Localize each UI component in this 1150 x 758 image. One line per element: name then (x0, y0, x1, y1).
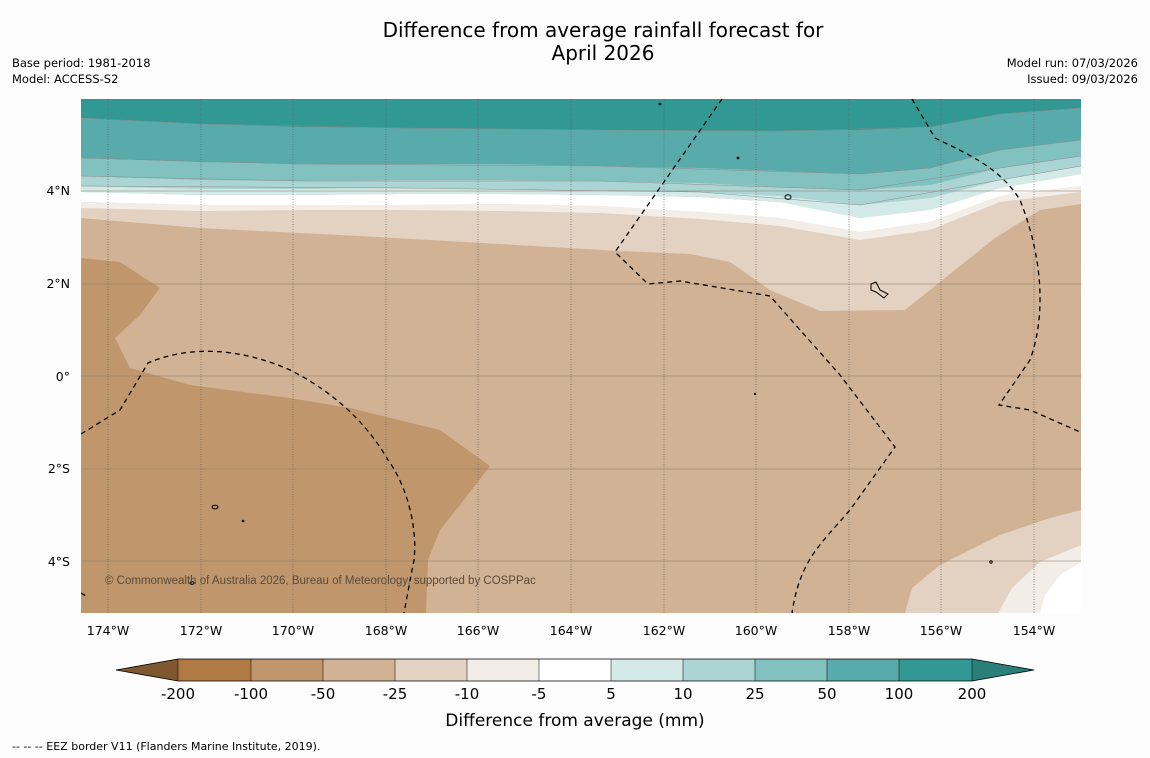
island (753, 392, 757, 396)
eez-border-central (614, 99, 896, 613)
island (211, 504, 219, 510)
colorbar-ticks: -200 -100 -50 -25 -10 -5 5 10 25 50 100 … (161, 685, 986, 703)
colorbar-bin (323, 659, 395, 681)
copyright-text: © Commonwealth of Australia 2026, Bureau… (105, 575, 536, 587)
longitude-labels: 174°W 172°W 170°W 168°W 166°W 164°W 162°… (87, 623, 1055, 638)
lon-label: 170°W (272, 623, 314, 638)
colorbar-bin (827, 659, 899, 681)
eez-border-southwest (81, 592, 87, 597)
title-line-1: Difference from average rainfall forecas… (382, 18, 824, 42)
zone-plus-10-25 (81, 156, 1081, 205)
colorbar-extend-dry (116, 659, 178, 681)
lon-label: 156°W (920, 623, 962, 638)
latitude-labels: 4°N 2°N 0° 2°S 4°S (46, 183, 70, 569)
island (870, 281, 889, 299)
zone-minus-50-100 (81, 258, 490, 613)
lon-label: 172°W (180, 623, 222, 638)
colorbar-tick: 25 (745, 685, 764, 703)
colorbar-tick: 200 (958, 685, 987, 703)
lon-label: 160°W (735, 623, 777, 638)
colorbar-bin (251, 659, 323, 681)
lon-label: 168°W (365, 623, 407, 638)
colorbar-tick: -10 (455, 685, 480, 703)
island (241, 519, 245, 523)
island (736, 156, 740, 160)
lat-label: 2°S (48, 461, 70, 476)
model-text: Model: ACCESS-S2 (12, 72, 119, 86)
base-period-text: Base period: 1981-2018 (12, 56, 151, 70)
lon-label: 162°W (643, 623, 685, 638)
islands (189, 102, 993, 585)
meta-left: Base period: 1981-2018 Model: ACCESS-S2 (12, 55, 151, 87)
colorbar-label: Difference from average (mm) (445, 711, 704, 731)
colorbar: -200 -100 -50 -25 -10 -5 5 10 25 50 100 … (115, 658, 1035, 731)
colorbar-bin (755, 659, 827, 681)
lon-label: 158°W (828, 623, 870, 638)
title-line-2: April 2026 (551, 41, 655, 65)
colorbar-tick: 10 (673, 685, 692, 703)
island (784, 194, 792, 200)
colorbar-tick: 100 (885, 685, 914, 703)
zone-neutral-band (81, 174, 1081, 232)
lon-label: 166°W (457, 623, 499, 638)
zone-plus-100-200 (81, 99, 1081, 131)
colorbar-tick: -25 (383, 685, 408, 703)
colorbar-bin (611, 659, 683, 681)
island (189, 581, 195, 585)
colorbar-tick: -200 (161, 685, 195, 703)
eez-border-east (911, 99, 1081, 433)
lat-label: 0° (56, 369, 70, 384)
lon-label: 164°W (550, 623, 592, 638)
colorbar-bin (395, 659, 467, 681)
colorbar-bin (467, 659, 539, 681)
eez-border-lines (81, 99, 1081, 613)
model-run-text: Model run: 07/03/2026 (1006, 56, 1138, 70)
lat-label: 4°S (48, 554, 70, 569)
colorbar-bin (178, 659, 251, 681)
contour-lines (81, 107, 1081, 206)
colorbar-tick: -5 (532, 685, 547, 703)
lat-label: 2°N (46, 276, 70, 291)
figure-title: Difference from average rainfall forecas… (0, 19, 1150, 65)
island (989, 560, 993, 564)
colorbar-extend-wet (972, 659, 1034, 681)
island (658, 102, 662, 106)
zone-plus-5-10 (81, 166, 1081, 218)
colorbar-tick: 50 (817, 685, 836, 703)
zone-plus-25-50 (81, 140, 1081, 190)
lon-label: 174°W (87, 623, 129, 638)
graticule (81, 99, 1081, 613)
eez-border-west (81, 350, 416, 613)
eez-footnote: -- -- -- EEZ border V11 (Flanders Marine… (12, 740, 321, 753)
lon-label: 154°W (1013, 623, 1055, 638)
zone-plus-50-100 (81, 108, 1081, 174)
colorbar-bin (899, 659, 972, 681)
meta-right: Model run: 07/03/2026 Issued: 09/03/2026 (1007, 55, 1138, 87)
zone-neutral-southeast (1040, 562, 1081, 613)
colorbar-bin (683, 659, 755, 681)
lat-label: 4°N (46, 183, 70, 198)
colorbar-bin (539, 659, 611, 681)
issued-text: Issued: 09/03/2026 (1027, 72, 1138, 86)
colorbar-tick: -50 (311, 685, 336, 703)
colorbar-tick: 5 (606, 685, 616, 703)
rainfall-map: © Commonwealth of Australia 2026, Bureau… (81, 99, 1081, 613)
colorbar-tick: -100 (234, 685, 268, 703)
colorbar-dividers (177, 659, 973, 681)
